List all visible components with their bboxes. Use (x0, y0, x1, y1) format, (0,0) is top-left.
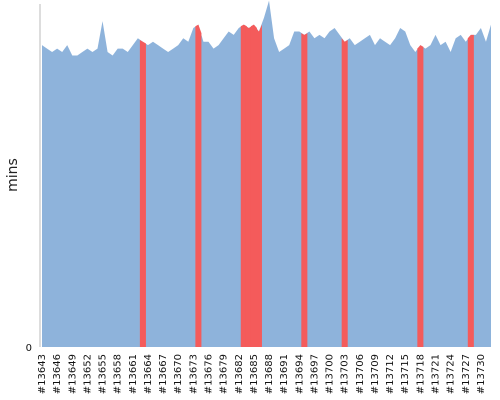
x-tick-label: #13691 (279, 354, 290, 394)
x-tick-label: #13727 (461, 354, 472, 394)
x-tick-label: #13724 (446, 354, 457, 394)
x-tick-label: #13682 (234, 354, 245, 394)
x-tick-label: #13652 (82, 354, 93, 394)
x-tick-label: #13667 (158, 354, 169, 394)
x-tick-label: #13694 (294, 354, 305, 394)
x-tick-label: #13685 (249, 354, 260, 394)
x-tick-label: #13697 (309, 354, 320, 394)
x-tick-label: #13730 (476, 354, 487, 394)
x-tick-label: #13646 (52, 354, 63, 394)
x-tick-label: #13709 (370, 354, 381, 394)
x-tick-label: #13715 (400, 354, 411, 394)
x-tick-label: #13703 (340, 354, 351, 394)
x-tick-label: #13655 (98, 354, 109, 394)
x-tick-label: #13712 (385, 354, 396, 394)
failed-build-band (240, 24, 247, 348)
failed-build-band (250, 24, 257, 348)
x-tick-label: #13649 (67, 354, 78, 394)
failed-build-band (245, 26, 252, 347)
x-tick-label: #13718 (415, 354, 426, 394)
x-tick-label: #13658 (113, 354, 124, 394)
area-series-passing (42, 0, 491, 347)
x-tick-label: #13688 (264, 354, 275, 394)
failed-build-band (417, 45, 424, 347)
y-tick-label: 0 (26, 343, 32, 354)
failed-build-band (301, 33, 308, 348)
y-axis-title: mins (5, 158, 21, 192)
x-tick-label: #13673 (188, 354, 199, 394)
x-tick-label: #13706 (355, 354, 366, 394)
x-tick-labels: #13643 #13646 #13649 #13652 #13655 #13658 #136… (37, 354, 487, 394)
x-tick-label: #13676 (203, 354, 214, 394)
x-tick-label: #13700 (325, 354, 336, 394)
x-tick-label: #13643 (37, 354, 48, 394)
plot-area (42, 0, 491, 348)
failed-build-band (195, 24, 202, 348)
x-tick-label: #13721 (431, 354, 442, 394)
failed-build-band (467, 34, 474, 348)
x-tick-label: #13664 (143, 354, 154, 394)
failed-build-band (341, 38, 348, 348)
failed-build-band (139, 40, 146, 347)
x-tick-label: #13661 (128, 354, 139, 394)
x-tick-label: #13670 (173, 354, 184, 394)
x-tick-label: #13679 (219, 354, 230, 394)
failed-build-band (255, 24, 262, 348)
